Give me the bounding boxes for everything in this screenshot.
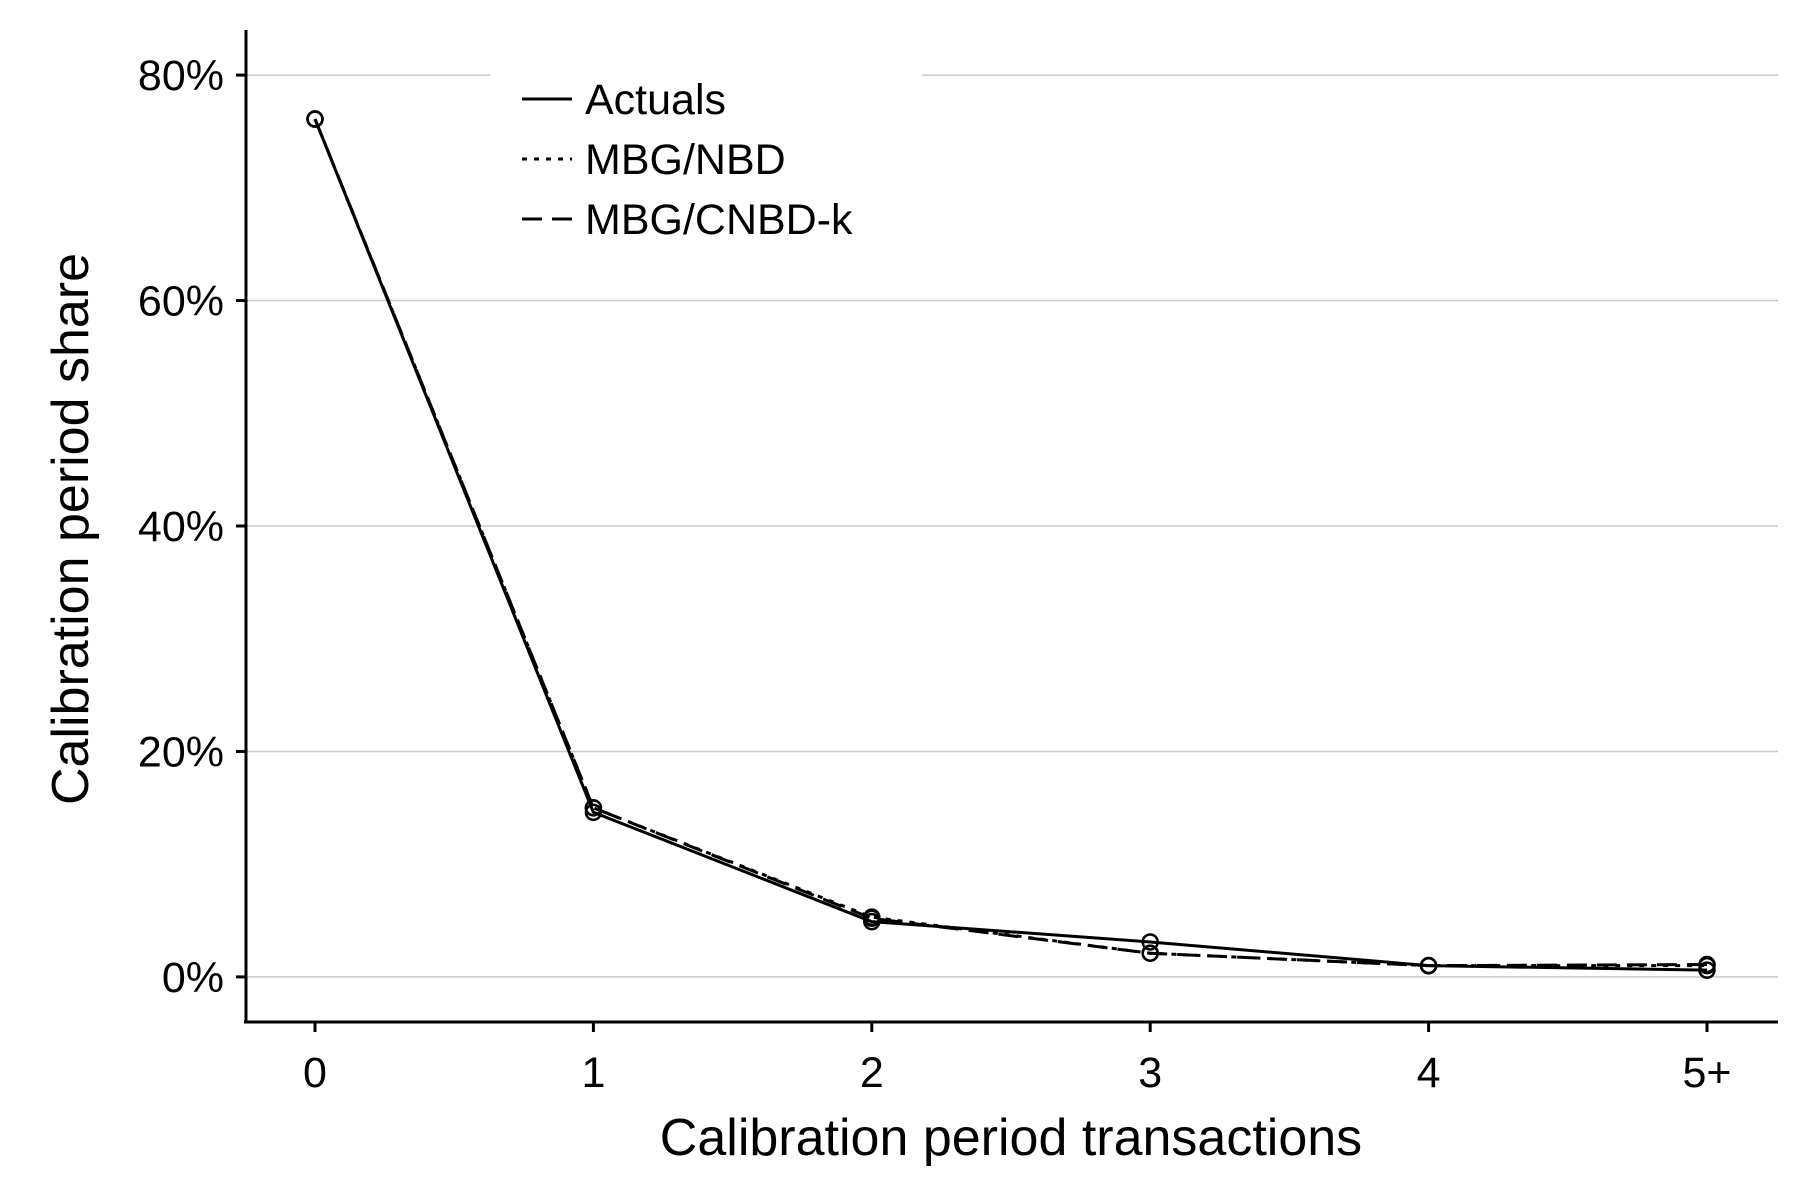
x-tick-label: 2 <box>860 1049 884 1097</box>
x-tick-label: 4 <box>1417 1049 1441 1097</box>
data-point <box>863 909 881 928</box>
data-point <box>584 803 603 822</box>
series-markers <box>306 110 1716 975</box>
y-axis-ticks: 0% 20% 40% 60% 80% <box>138 52 246 1002</box>
y-tick-label: 0% <box>162 954 224 1002</box>
data-point <box>1141 944 1159 962</box>
x-tick-label: 3 <box>1138 1049 1162 1097</box>
legend-label: MBG/NBD <box>585 136 786 184</box>
data-point <box>1419 956 1438 975</box>
x-axis-ticks: 0 1 2 3 4 5+ <box>303 1022 1732 1097</box>
plot-series <box>306 110 1716 979</box>
data-point <box>306 110 324 128</box>
y-tick-label: 80% <box>138 52 224 100</box>
y-tick-label: 60% <box>138 278 224 326</box>
data-point <box>1698 961 1716 979</box>
x-axis-title: Calibration period transactions <box>660 1109 1362 1167</box>
legend-label: MBG/CNBD-k <box>585 196 853 244</box>
data-point <box>1141 933 1159 951</box>
y-tick-label: 40% <box>138 503 224 551</box>
x-tick-label: 5+ <box>1682 1049 1731 1097</box>
x-tick-label: 1 <box>581 1049 605 1097</box>
legend-label: Actuals <box>585 76 726 124</box>
series-line <box>313 118 1708 972</box>
series-actuals <box>313 118 1708 972</box>
legend: Actuals MBG/NBD MBG/CNBD-k <box>522 76 853 244</box>
data-point <box>1698 955 1716 974</box>
data-point <box>584 799 603 817</box>
grid-lines <box>246 74 1778 978</box>
x-tick-label: 0 <box>303 1049 327 1097</box>
y-axis-title: Calibration period share <box>42 253 100 805</box>
y-tick-label: 20% <box>138 728 224 776</box>
